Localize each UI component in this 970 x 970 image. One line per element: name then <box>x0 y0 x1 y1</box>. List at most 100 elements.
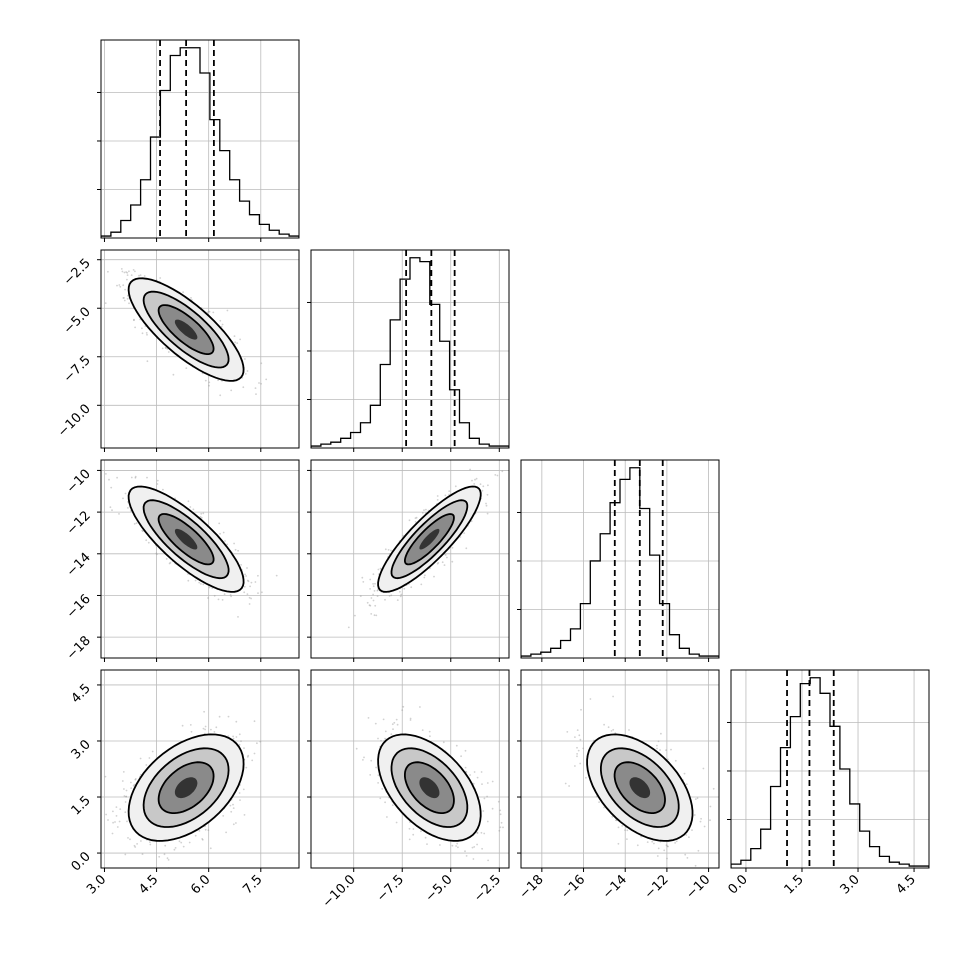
sample-point <box>469 468 471 471</box>
sample-point <box>232 803 234 806</box>
sample-point <box>208 381 211 384</box>
sample-point <box>116 476 118 479</box>
sample-point <box>372 593 374 596</box>
sample-point <box>145 332 148 334</box>
panel-frame <box>310 459 510 659</box>
sample-point <box>374 604 377 607</box>
sample-point <box>243 814 246 816</box>
sample-point <box>238 733 241 736</box>
sample-point <box>127 270 130 273</box>
sample-point <box>133 523 136 525</box>
sample-point <box>130 787 133 789</box>
sample-point <box>108 478 110 481</box>
sample-point <box>172 373 175 376</box>
sample-point <box>423 576 426 579</box>
sample-point <box>408 519 411 522</box>
sample-point <box>396 599 399 601</box>
sample-point <box>124 853 127 856</box>
sample-point <box>181 724 184 727</box>
sample-point <box>238 743 241 746</box>
sample-point <box>180 841 183 844</box>
sample-point <box>182 845 185 848</box>
sample-point <box>246 756 249 758</box>
sample-point <box>187 500 190 503</box>
sample-point <box>126 297 129 300</box>
sample-point <box>200 583 202 585</box>
sample-point <box>126 271 129 274</box>
sample-point <box>194 834 197 837</box>
sample-point <box>379 567 382 570</box>
sample-point <box>437 561 440 564</box>
panel-1-0 <box>97 249 300 452</box>
panel-frame <box>100 249 300 449</box>
sample-point <box>244 573 247 576</box>
sample-point <box>130 274 133 276</box>
sample-point <box>415 516 418 519</box>
sample-point <box>424 574 426 577</box>
sample-point <box>134 326 137 329</box>
sample-point <box>388 595 391 597</box>
sample-point <box>237 549 240 552</box>
sample-point <box>258 382 260 384</box>
sample-point <box>481 489 484 492</box>
sample-point <box>390 594 393 597</box>
sample-point <box>232 807 235 809</box>
sample-point <box>463 532 466 534</box>
sample-point <box>204 725 207 728</box>
sample-point <box>141 529 144 532</box>
sample-point <box>235 822 237 824</box>
sample-point <box>373 590 376 592</box>
sample-point <box>112 810 114 813</box>
sample-point <box>261 591 263 594</box>
sample-point <box>414 521 417 523</box>
sample-point <box>139 757 142 760</box>
sample-point <box>174 847 177 849</box>
sample-point <box>185 367 188 369</box>
sample-point <box>232 823 235 826</box>
sample-point <box>368 604 371 607</box>
sample-point <box>116 284 118 287</box>
sample-point <box>118 820 121 823</box>
sample-point <box>240 740 242 743</box>
sample-point <box>148 757 151 759</box>
sample-point <box>230 595 233 598</box>
sample-point <box>459 536 462 538</box>
sample-point <box>230 389 233 392</box>
sample-point <box>200 512 203 515</box>
sample-point <box>127 837 129 839</box>
sample-point <box>226 543 229 546</box>
sample-point <box>208 310 211 313</box>
sample-point <box>145 539 148 542</box>
sample-point <box>403 587 406 590</box>
sample-point <box>377 589 379 591</box>
sample-point <box>198 581 201 584</box>
sample-point <box>136 843 139 845</box>
sample-point <box>374 582 376 585</box>
sample-point <box>118 513 120 515</box>
sample-point <box>123 297 125 299</box>
sample-point <box>139 274 142 276</box>
sample-point <box>156 553 158 556</box>
sample-point <box>104 302 107 304</box>
sample-point <box>375 614 378 617</box>
sample-point <box>245 575 248 577</box>
sample-point <box>189 506 192 508</box>
sample-point <box>217 379 220 382</box>
sample-point <box>167 351 170 353</box>
sample-point <box>146 360 149 363</box>
sample-point <box>485 504 488 507</box>
sample-point <box>187 579 190 582</box>
sample-point <box>161 347 164 350</box>
sample-point <box>372 585 375 588</box>
sample-point <box>202 583 205 586</box>
sample-point <box>446 556 448 559</box>
sample-point <box>246 370 249 372</box>
sample-point <box>387 549 390 551</box>
sample-point <box>129 838 131 841</box>
panel-frame <box>100 39 300 239</box>
sample-point <box>372 583 374 585</box>
sample-point <box>410 586 413 589</box>
sample-point <box>192 508 195 511</box>
sample-point <box>109 506 112 509</box>
